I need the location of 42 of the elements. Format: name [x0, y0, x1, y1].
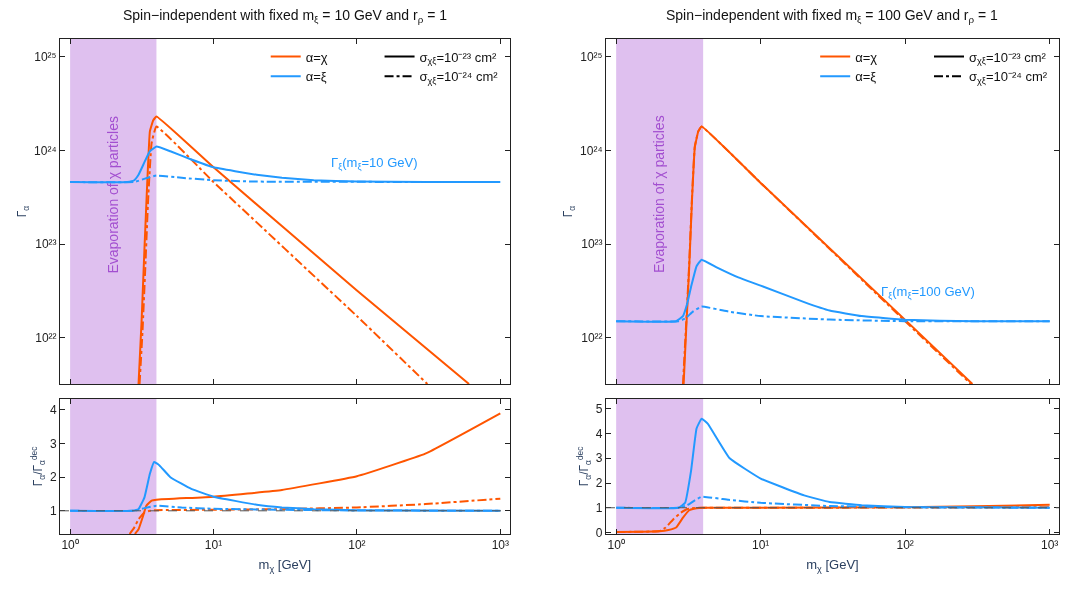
y-tick-label: 10²³: [581, 237, 603, 252]
annotation: Γ$_{ξ}$(m$_{ξ}$=100 GeV): [881, 284, 975, 301]
y-tick-label: 2: [595, 476, 603, 491]
legend-label: α=ξ: [855, 69, 877, 85]
y-tick-label: 10²³: [35, 237, 57, 252]
legend-label: α=χ: [855, 49, 878, 65]
y-tick-label: 4: [595, 426, 603, 441]
y-tick-label: 1: [595, 500, 603, 515]
x-tick-label: 10¹: [751, 538, 770, 553]
legend-label: α=ξ: [305, 69, 327, 85]
annotation: Γ$_{ξ}$(m$_{ξ}$=10 GeV): [331, 155, 418, 172]
legend-label: σ$_{χξ}$=10⁻²³ cm²: [419, 49, 498, 67]
x-axis-title: m$_{χ}$ [GeV]: [258, 557, 312, 574]
x-tick-label: 10⁰: [607, 538, 625, 553]
chart-title: Spin−independent with fixed m$_{ξ}$ = 10 GeV and r$_{ρ}$ = 1: [123, 7, 448, 25]
x-tick-label: 10³: [1041, 538, 1059, 553]
chart-title: Spin−independent with fixed m$_{ξ}$ = 100 GeV and r$_{ρ}$ = 1: [666, 7, 999, 25]
band-label: Evaporation of χ particles: [105, 116, 122, 274]
y-tick-label: 10²⁵: [34, 50, 57, 65]
y-tick-label: 10²⁵: [580, 50, 603, 65]
y-tick-label: 2: [49, 470, 57, 485]
x-tick-label: 10⁰: [61, 538, 79, 553]
y-tick-label: 3: [595, 451, 603, 466]
y-tick-label: 3: [49, 436, 57, 451]
y-tick-label: 10²²: [35, 330, 57, 345]
legend-label: σ$_{χξ}$=10⁻²⁴ cm²: [969, 69, 1048, 87]
y-tick-label: 1: [49, 504, 57, 519]
x-tick-label: 10¹: [204, 538, 223, 553]
y-tick-label: 10²⁴: [34, 143, 57, 158]
x-tick-label: 10²: [348, 538, 366, 553]
legend-label: σ$_{χξ}$=10⁻²³ cm²: [969, 49, 1047, 67]
y-tick-label: 0: [595, 525, 603, 540]
legend-label: σ$_{χξ}$=10⁻²⁴ cm²: [419, 69, 499, 87]
y-tick-label: 10²⁴: [580, 143, 603, 158]
y-tick-label: 4: [49, 403, 57, 418]
x-tick-label: 10³: [491, 538, 509, 553]
y-tick-label: 5: [595, 401, 603, 416]
band-label: Evaporation of χ particles: [651, 115, 668, 273]
x-axis-title: m$_{χ}$ [GeV]: [806, 557, 859, 574]
x-tick-label: 10²: [896, 538, 914, 553]
y-tick-label: 10²²: [581, 330, 603, 345]
legend-label: α=χ: [305, 49, 328, 65]
